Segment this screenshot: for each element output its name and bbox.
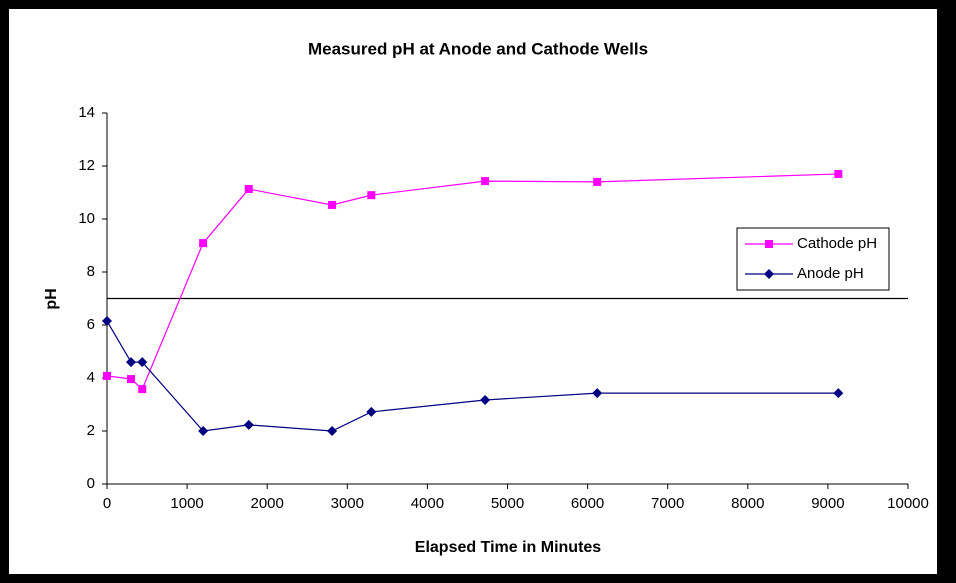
legend-label: Anode pH bbox=[797, 265, 864, 282]
marker bbox=[834, 169, 843, 178]
x-tick-label: 10000 bbox=[887, 495, 929, 512]
x-tick-label: 5000 bbox=[491, 495, 524, 512]
y-tick-label: 4 bbox=[87, 369, 95, 386]
marker bbox=[480, 394, 491, 405]
x-tick-label: 8000 bbox=[731, 495, 764, 512]
x-tick-label: 4000 bbox=[411, 495, 444, 512]
y-tick-label: 8 bbox=[87, 263, 95, 280]
y-tick-label: 12 bbox=[78, 157, 95, 174]
marker bbox=[199, 239, 208, 248]
y-tick-label: 0 bbox=[87, 475, 95, 492]
y-tick-label: 14 bbox=[78, 104, 95, 121]
y-tick-label: 2 bbox=[87, 422, 95, 439]
marker bbox=[127, 375, 136, 384]
marker bbox=[327, 426, 338, 436]
x-tick-label: 1000 bbox=[170, 495, 203, 512]
x-tick-label: 6000 bbox=[571, 495, 604, 512]
x-tick-label: 2000 bbox=[251, 495, 284, 512]
x-axis-label: Elapsed Time in Minutes bbox=[415, 539, 602, 556]
marker bbox=[126, 357, 137, 368]
marker bbox=[138, 385, 147, 394]
marker bbox=[481, 177, 490, 186]
y-axis-label: pH bbox=[43, 288, 60, 309]
marker bbox=[103, 371, 111, 380]
marker bbox=[102, 316, 112, 327]
legend-box bbox=[736, 227, 890, 291]
x-tick-label: 7000 bbox=[651, 495, 684, 512]
marker bbox=[198, 426, 209, 436]
marker bbox=[592, 388, 603, 399]
x-tick-label: 9000 bbox=[811, 495, 844, 512]
marker bbox=[243, 419, 254, 430]
y-tick-label: 6 bbox=[87, 316, 95, 333]
marker bbox=[367, 191, 376, 200]
marker bbox=[833, 388, 844, 399]
data-line bbox=[106, 320, 839, 432]
marker bbox=[765, 240, 773, 248]
data-line bbox=[106, 173, 839, 391]
legend-label: Cathode pH bbox=[797, 235, 877, 252]
chart-area bbox=[9, 9, 937, 574]
marker bbox=[593, 177, 602, 186]
marker bbox=[137, 357, 148, 368]
chart-title: Measured pH at Anode and Cathode Wells bbox=[308, 39, 648, 58]
x-tick-label: 0 bbox=[103, 495, 111, 512]
marker bbox=[328, 200, 337, 209]
marker bbox=[366, 406, 377, 417]
y-tick-label: 10 bbox=[78, 210, 95, 227]
marker bbox=[764, 269, 774, 279]
marker bbox=[244, 185, 253, 194]
x-tick-label: 3000 bbox=[331, 495, 364, 512]
